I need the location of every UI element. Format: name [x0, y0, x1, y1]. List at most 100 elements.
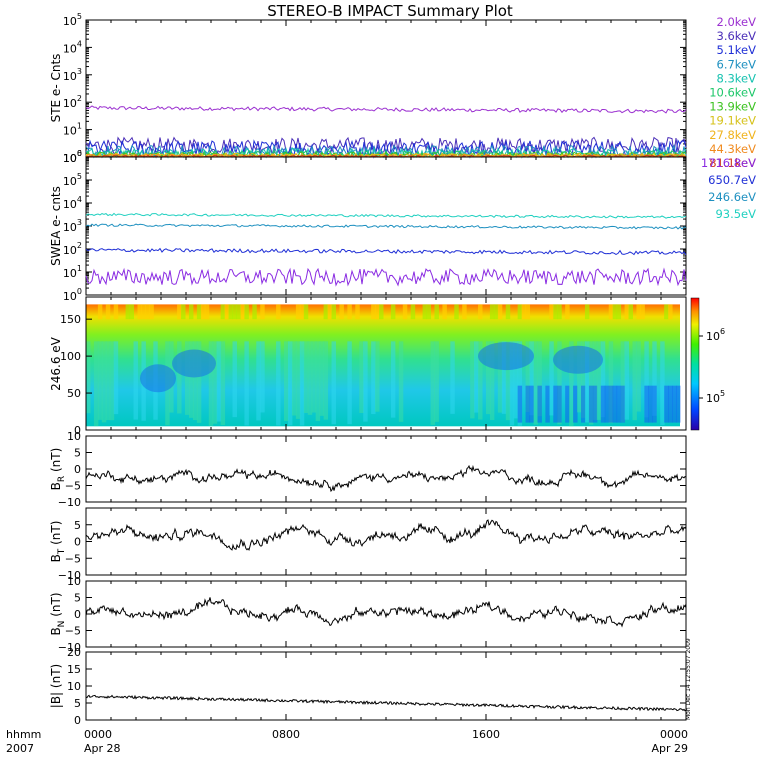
- heatmap-column: [284, 341, 289, 421]
- heatmap-column: [612, 304, 618, 320]
- heatmap-column: [177, 341, 182, 414]
- heatmap-column: [600, 341, 606, 418]
- field-trace: [85, 597, 687, 628]
- y-axis-label: 246.6 eV: [49, 336, 63, 391]
- heatmap-blob: [553, 345, 603, 374]
- heatmap-column: [109, 341, 115, 421]
- y-tick-label: 15: [67, 663, 81, 676]
- heatmap-column: [584, 341, 590, 423]
- panel-5-frame: [85, 580, 687, 648]
- heatmap-column: [584, 304, 590, 320]
- y-tick-label: −10: [58, 569, 81, 582]
- y-tick-label: 105: [63, 12, 82, 28]
- heatmap-column: [422, 304, 428, 320]
- series-line-650.7eV: [85, 247, 687, 256]
- heatmap-column: [133, 341, 138, 420]
- heatmap-column: [489, 341, 495, 420]
- heatmap-column: [188, 304, 194, 320]
- field-trace: [85, 464, 687, 493]
- heatmap-column: [347, 341, 352, 425]
- heatmap-column: [450, 341, 455, 414]
- heatmap-column: [537, 385, 542, 423]
- heatmap-column: [375, 304, 380, 320]
- y-tick-label: −10: [58, 496, 81, 509]
- y-tick-label: 101: [63, 122, 82, 138]
- y-tick-label: 101: [63, 264, 82, 280]
- heatmap-column: [181, 304, 186, 320]
- heatmap-column: [592, 341, 598, 420]
- heatmap-column: [478, 304, 483, 320]
- heatmap-column: [390, 341, 396, 418]
- y-axis-label-unit: (nT): [49, 448, 63, 476]
- heatmap-column: [525, 304, 531, 320]
- heatmap-column: [430, 341, 435, 425]
- y-axis-label-main: B: [49, 482, 63, 490]
- heatmap-column: [402, 304, 408, 320]
- heatmap-column: [529, 341, 534, 416]
- heatmap-column: [612, 385, 618, 423]
- heatmap-column: [525, 341, 531, 413]
- heatmap-column: [557, 304, 562, 320]
- y-axis-label: |B| (nT): [49, 664, 63, 708]
- heatmap-column: [604, 385, 610, 423]
- heatmap-column: [521, 304, 527, 320]
- heatmap-column: [315, 341, 321, 422]
- heatmap-column: [588, 385, 594, 423]
- heatmap-column: [557, 341, 562, 425]
- y-axis-label: STE e- Cnts: [49, 54, 63, 123]
- y-tick-label: −5: [65, 480, 81, 493]
- heatmap-column: [379, 304, 384, 320]
- heatmap-column: [212, 341, 218, 424]
- heatmap-column: [608, 385, 614, 423]
- heatmap-column: [220, 341, 226, 426]
- chart-title: STEREO-B IMPACT Summary Plot: [267, 2, 513, 20]
- heatmap-column: [569, 341, 574, 427]
- y-tick-label: 104: [63, 195, 82, 211]
- heatmap-column: [581, 385, 586, 423]
- heatmap-column: [339, 304, 344, 320]
- heatmap-column: [553, 304, 558, 320]
- heatmap-column: [331, 304, 336, 320]
- legend-entry: 6.7keV: [717, 57, 757, 71]
- y-axis-label: BR (nT): [49, 448, 67, 491]
- y-tick-label: 5: [74, 519, 81, 532]
- heatmap-column: [644, 341, 649, 418]
- heatmap-column: [497, 341, 503, 413]
- heatmap-column: [462, 304, 467, 320]
- heatmap-column: [291, 341, 297, 416]
- heatmap-column: [232, 341, 237, 418]
- heatmap-column: [525, 385, 531, 423]
- heatmap-column: [454, 304, 459, 320]
- y-tick-label: 100: [60, 350, 81, 363]
- heatmap-column: [573, 385, 578, 423]
- colorbar-label: 105: [706, 389, 725, 405]
- heatmap-column: [628, 304, 633, 320]
- heatmap-column: [355, 304, 360, 320]
- date-tick-label: Apr 28: [84, 742, 121, 755]
- legend-entry: 27.8keV: [709, 128, 756, 142]
- y-tick-label: 5: [74, 447, 81, 460]
- heatmap-column: [323, 341, 329, 420]
- heatmap-column: [442, 304, 447, 320]
- y-tick-label: 105: [63, 172, 82, 188]
- heatmap-column: [672, 385, 677, 423]
- heatmap-blob: [478, 342, 534, 371]
- legend-entry: 8.3keV: [717, 71, 757, 85]
- heatmap-column: [549, 341, 554, 416]
- y-tick-label: 10: [67, 680, 81, 693]
- heatmap-column: [640, 304, 645, 320]
- swea-legend: 1716.8eV 650.7eV 246.6eV 93.5eV: [701, 156, 756, 221]
- heatmap-column: [478, 341, 483, 420]
- heatmap-column: [129, 304, 135, 320]
- heatmap-column: [188, 341, 194, 418]
- heatmap-column: [624, 341, 630, 420]
- y-tick-label: 5: [74, 592, 81, 605]
- y-axis-label-sub: T: [57, 548, 67, 555]
- y-tick-label: 0: [74, 463, 81, 476]
- heatmap-column: [196, 304, 202, 320]
- heatmap-column: [529, 385, 534, 423]
- heatmap-column: [295, 304, 301, 320]
- colorbar-label: 106: [706, 327, 725, 343]
- heatmap-column: [577, 341, 582, 413]
- legend-entry: 3.6keV: [717, 29, 757, 43]
